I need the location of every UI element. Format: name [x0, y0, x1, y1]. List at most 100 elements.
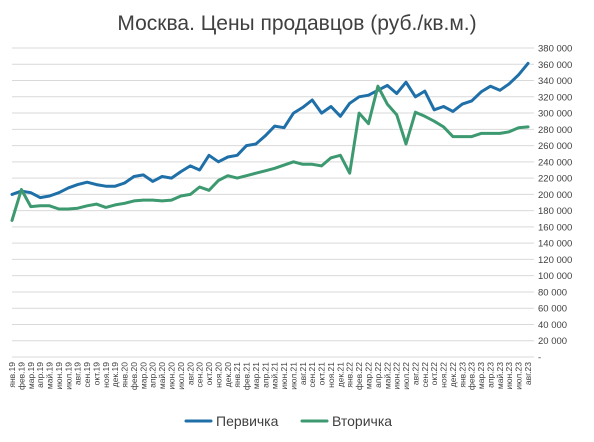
y-tick-label: 180 000	[538, 206, 572, 217]
x-tick-label: мар.19	[26, 362, 36, 389]
series-2-point	[142, 198, 145, 202]
series-1-point	[442, 105, 445, 108]
series-1-point	[329, 105, 333, 108]
series-2-point	[104, 206, 108, 209]
series-1-point	[160, 175, 164, 178]
y-tick-label: 40 000	[538, 320, 567, 331]
x-tick-label: июн.19	[54, 362, 64, 390]
x-tick-label: фев.20	[129, 362, 139, 390]
series-2-point	[442, 125, 445, 129]
series-2-point	[179, 194, 183, 198]
x-tick-label: июн.20	[166, 362, 176, 390]
y-tick-label: 20 000	[538, 336, 567, 347]
chart-title: Москва. Цены продавцов (руб./кв.м.)	[117, 12, 476, 35]
series-2-point	[311, 163, 314, 166]
series-1-point	[48, 194, 51, 198]
x-axis-tick-labels: янв.19 фев.19 мар.19 апр.19 май.19 июн.19 июл.…	[7, 362, 533, 390]
x-tick-label: ноя.20	[213, 362, 223, 388]
series-2-point	[38, 204, 42, 207]
y-tick-label: 100 000	[538, 271, 572, 282]
y-tick-label: 240 000	[538, 157, 572, 168]
series-2-point	[526, 125, 530, 129]
series-2-point	[207, 189, 211, 192]
legend-label: Первичка	[216, 413, 279, 429]
x-tick-label: мар.20	[138, 362, 148, 389]
x-tick-label: ноя.21	[326, 362, 336, 388]
y-tick-label: 320 000	[538, 92, 572, 103]
series-1-point	[254, 142, 258, 146]
series-1-point	[57, 191, 61, 194]
y-tick-label: 160 000	[538, 222, 572, 233]
x-tick-label: июн.21	[279, 362, 289, 390]
x-tick-label: июл.23	[514, 362, 524, 390]
series-2-point	[386, 102, 389, 106]
series-2-point	[376, 85, 380, 88]
x-tick-label: янв.20	[120, 362, 130, 388]
x-tick-label: май.19	[45, 362, 55, 389]
series-1-point	[226, 155, 229, 159]
series-2-point	[217, 179, 220, 182]
series-2-point	[95, 202, 98, 206]
series-2-point	[367, 122, 370, 125]
series-2-point	[395, 113, 398, 116]
series-2-point	[273, 167, 276, 170]
series-1-point	[423, 89, 426, 93]
series-2-point	[479, 132, 483, 135]
series-2-point	[85, 204, 89, 207]
y-axis-tick-labels: - 20 000 40 000 60 000 80 000 100 000 120 000 1…	[538, 44, 572, 364]
x-tick-label: мар.22	[364, 362, 374, 389]
series-2-point	[170, 198, 173, 202]
series-2-point	[451, 135, 455, 138]
series-1-point	[142, 173, 145, 177]
series-2-point	[264, 169, 267, 172]
series-1-point	[404, 80, 408, 84]
x-tick-label: сен.20	[195, 362, 205, 388]
series-2-point	[329, 156, 333, 159]
x-tick-label: июл.21	[288, 362, 298, 390]
series-2-point	[48, 204, 51, 207]
x-tick-label: апр.22	[373, 362, 383, 388]
x-tick-label: окт.21	[317, 362, 327, 386]
series-1-point	[38, 196, 42, 199]
series-2-point	[76, 206, 79, 210]
series-1-point	[357, 95, 361, 98]
series-2-point	[254, 172, 258, 175]
series-2-point	[339, 154, 342, 157]
x-tick-label: дек.22	[448, 362, 458, 387]
x-tick-label: июн.22	[392, 362, 402, 390]
x-tick-label: янв.22	[345, 362, 355, 388]
x-tick-label: май.23	[495, 362, 505, 389]
x-tick-label: мар.23	[476, 362, 486, 389]
series-1-point	[301, 106, 305, 109]
series-2-point	[160, 199, 164, 203]
y-tick-label: 220 000	[538, 174, 572, 185]
y-tick-label: 60 000	[538, 304, 567, 315]
series-2-point	[29, 205, 32, 208]
series-1-point	[451, 110, 455, 113]
series-1-point	[179, 170, 183, 173]
x-tick-label: апр.19	[35, 362, 45, 388]
series-2-point	[432, 119, 436, 123]
y-tick-label: 120 000	[538, 255, 572, 266]
series-1-point	[282, 126, 286, 129]
x-tick-label: дек.19	[110, 362, 120, 387]
series-1-point	[189, 164, 192, 168]
series-2-point	[301, 163, 305, 166]
x-tick-label: фев.19	[16, 362, 26, 390]
series-1-point	[470, 99, 473, 103]
x-tick-label: мар.21	[251, 362, 261, 389]
series-1-point	[320, 111, 323, 115]
series-2-point	[132, 199, 136, 203]
series-lines	[10, 61, 530, 222]
series-1-point	[235, 154, 239, 157]
gridlines	[12, 47, 534, 358]
x-tick-label: янв.23	[457, 362, 467, 388]
y-tick-label: 380 000	[538, 44, 572, 55]
series-1-point	[273, 124, 276, 128]
x-tick-label: ноя.22	[439, 362, 449, 388]
y-tick-label: 280 000	[538, 125, 572, 136]
x-tick-label: сен.22	[420, 362, 430, 388]
series-2-point	[320, 164, 323, 168]
x-tick-label: июн.23	[504, 362, 514, 390]
